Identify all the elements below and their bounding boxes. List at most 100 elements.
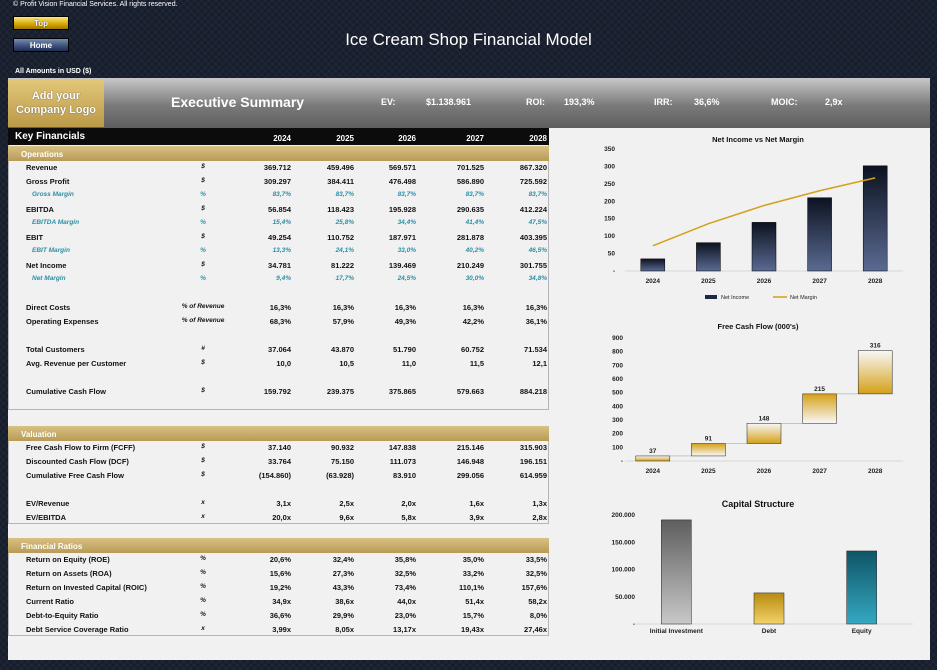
row-value: 195.928	[388, 205, 416, 214]
row-value: 42,2%	[462, 317, 484, 326]
row-value: 309.297	[263, 177, 291, 186]
x-tick-label: 2027	[812, 468, 827, 475]
row-value: 41,4%	[465, 219, 484, 226]
row-value: 73,4%	[394, 583, 416, 592]
data-label: 316	[870, 343, 881, 350]
row-value: 369.712	[263, 163, 291, 172]
table-row: Avg. Revenue per Customer $10,0 10,5 11,0 11…	[8, 357, 549, 371]
row-value: 290.635	[456, 205, 484, 214]
row-value: 83,7%	[528, 191, 547, 198]
row-label: EBITDA Margin	[32, 219, 80, 226]
y-tick-label: 50.000	[615, 594, 635, 601]
row-value: 68,3%	[269, 317, 291, 326]
year-header: 2026	[398, 134, 416, 143]
row-value: 44,0x	[397, 597, 416, 606]
top-button[interactable]: Top	[13, 16, 69, 30]
row-value: 51,4x	[465, 597, 484, 606]
row-value: 5,8x	[401, 513, 416, 522]
row-label: Return on Assets (ROA)	[26, 569, 112, 578]
row-label: Total Customers	[26, 345, 85, 354]
row-value: 315.903	[519, 443, 547, 452]
table-row: Total Customers #37.064 43.870 51.790 60.752…	[8, 343, 549, 357]
row-value: 33,2%	[462, 569, 484, 578]
row-value: 15,7%	[462, 611, 484, 620]
row-unit: %	[200, 247, 206, 254]
currency-note: All Amounts in USD ($)	[15, 68, 92, 75]
row-unit: $	[201, 205, 205, 212]
row-value: 15,4%	[272, 219, 291, 226]
row-label: Gross Profit	[26, 177, 70, 186]
y-tick-label: 150.000	[612, 539, 636, 546]
row-value: 60.752	[461, 345, 484, 354]
row-label: Direct Costs	[26, 303, 71, 312]
y-tick-label: -	[633, 621, 635, 628]
row-value: 384.411	[327, 177, 354, 186]
table-row: Net Income $34.781 81.222 139.469 210.249 301…	[8, 259, 549, 273]
table-row: Net Margin% 9,4% 17,7% 24,5% 30,0% 34,8%	[8, 273, 549, 287]
row-label: EV/Revenue	[26, 499, 70, 508]
kpi-moic-value: 2,9x	[825, 97, 843, 107]
row-value: 1,6x	[469, 499, 484, 508]
logo-line-2: Company Logo	[15, 104, 97, 116]
row-value: 15,6%	[269, 569, 291, 578]
row-value: 111.073	[389, 457, 416, 466]
data-label: 37	[649, 448, 657, 455]
row-value: 33.764	[268, 457, 291, 466]
row-unit: $	[201, 359, 205, 366]
row-value: 13,17x	[393, 625, 416, 634]
row-value: 47,5%	[528, 219, 547, 226]
row-value: 37.140	[268, 443, 291, 452]
row-value: 51.790	[393, 345, 416, 354]
legend-swatch-net-income	[705, 295, 717, 299]
row-value: 8,0%	[529, 611, 547, 620]
legend-label-net-margin: Net Margin	[790, 295, 817, 301]
table-row: Return on Equity (ROE)% 20,6% 32,4% 35,8% 35…	[8, 553, 549, 567]
row-value: 12,1	[532, 359, 547, 368]
row-value: 56.854	[268, 205, 291, 214]
y-tick-label: 100	[604, 233, 615, 240]
row-value: 20,0x	[272, 513, 291, 522]
x-tick-label: 2025	[701, 468, 716, 475]
net-income-chart: 350 300 250 200 150 100 50 - 2024 2025 2026 2027 202…	[604, 146, 903, 301]
bar-fcf	[857, 350, 893, 395]
row-value: 476.498	[388, 177, 416, 186]
row-label: Debt-to-Equity Ratio	[26, 611, 99, 620]
row-value: 299.056	[456, 471, 484, 480]
chart-title-fcf: Free Cash Flow (000's)	[717, 322, 799, 331]
chart-title-net-income: Net Income vs Net Margin	[712, 135, 804, 144]
row-value: 83,7%	[335, 191, 354, 198]
row-label: Cumulative Free Cash Flow	[26, 471, 124, 480]
kpi-irr-value: 36,6%	[694, 97, 720, 107]
free-cash-flow-chart: 900 800 700 600 500 400 300 200 100 - 37 2024 91 2025…	[612, 335, 903, 475]
y-tick-label: 700	[612, 362, 623, 369]
row-value: (154.860)	[258, 471, 291, 480]
x-tick-label: Equity	[852, 628, 872, 635]
row-label: Cumulative Cash Flow	[26, 387, 107, 396]
home-button[interactable]: Home	[13, 38, 69, 52]
table-row: Free Cash Flow to Firm (FCFF) $37.140 90.9…	[8, 441, 549, 455]
bar-net-income	[862, 165, 888, 272]
row-value: 20,6%	[269, 555, 291, 564]
row-unit: % of Revenue	[181, 303, 225, 310]
table-row: Direct Costs % of Revenue 16,3% 16,3% 16,3% 1…	[8, 301, 549, 315]
row-value: 75.150	[331, 457, 354, 466]
summary-header: Add your Company Logo Executive Summary …	[8, 78, 930, 128]
row-value: 33,5%	[525, 555, 547, 564]
row-value: 33,0%	[397, 247, 416, 254]
row-value: 34,4%	[397, 219, 416, 226]
row-value: 239.375	[326, 387, 354, 396]
key-financials-header: Key Financials 2024 2025 2026 2027 2028	[8, 128, 549, 145]
row-value: 10,0	[276, 359, 291, 368]
row-label: Free Cash Flow to Firm (FCFF)	[26, 443, 136, 452]
data-label: 148	[759, 415, 770, 422]
row-value: 83,7%	[272, 191, 291, 198]
row-label: Return on Invested Capital (ROIC)	[26, 583, 147, 592]
row-value: (63.928)	[326, 471, 354, 480]
y-tick-label: 50	[608, 251, 616, 258]
row-value: 210.249	[456, 261, 484, 270]
company-logo-placeholder: Add your Company Logo	[8, 80, 104, 127]
year-header: 2027	[466, 134, 484, 143]
data-label: 91	[705, 436, 713, 443]
y-tick-label: 200	[604, 198, 615, 205]
row-unit: %	[200, 555, 206, 562]
